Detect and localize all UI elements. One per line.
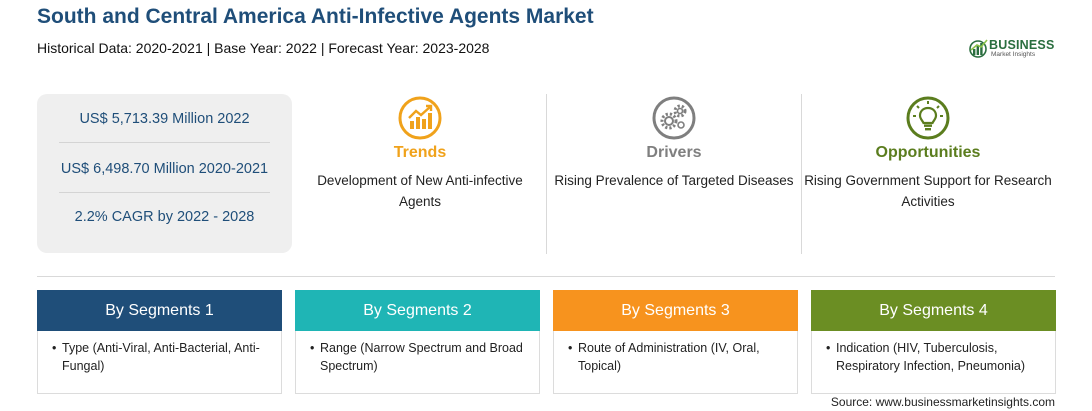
- drivers-text: Rising Prevalence of Targeted Diseases: [554, 173, 794, 188]
- rising-chart-icon: [398, 96, 442, 140]
- column-divider: [546, 94, 547, 254]
- segment-3-item: Route of Administration (IV, Oral, Topic…: [554, 331, 797, 375]
- segment-card-4: By Segments 4 Indication (HIV, Tuberculo…: [811, 290, 1056, 394]
- segment-1-title: By Segments 1: [37, 290, 282, 331]
- stat-market-value-historical: US$ 6,498.70 Million 2020-2021: [60, 161, 269, 177]
- business-market-insights-logo: BUSINESS Market Insights: [968, 36, 1060, 60]
- stat-cagr: 2.2% CAGR by 2022 - 2028: [74, 209, 255, 225]
- column-divider: [801, 94, 802, 254]
- stat-divider: [59, 192, 270, 193]
- stat-market-value-2022: US$ 5,713.39 Million 2022: [79, 111, 250, 127]
- segment-4-title: By Segments 4: [811, 290, 1056, 331]
- gears-icon: [652, 96, 696, 140]
- stat-divider: [59, 142, 270, 143]
- segment-3-title: By Segments 3: [553, 290, 798, 331]
- segment-2-item: Range (Narrow Spectrum and Broad Spectru…: [296, 331, 539, 375]
- market-stats-panel: US$ 5,713.39 Million 2022 US$ 6,498.70 M…: [37, 94, 292, 253]
- trends-column: Trends Development of New Anti-infective…: [295, 94, 545, 212]
- page-subtitle: Historical Data: 2020-2021 | Base Year: …: [37, 40, 490, 56]
- segment-card-1: By Segments 1 Type (Anti-Viral, Anti-Bac…: [37, 290, 282, 394]
- section-divider: [37, 276, 1055, 277]
- drivers-heading: Drivers: [646, 144, 702, 161]
- segment-1-item: Type (Anti-Viral, Anti-Bacterial, Anti-F…: [38, 331, 281, 375]
- trends-text: Development of New Anti-infective Agents: [317, 173, 523, 209]
- trends-heading: Trends: [393, 144, 447, 161]
- logo-globe-icon: [969, 39, 988, 58]
- logo-wordmark: BUSINESS: [989, 38, 1055, 52]
- page-title: South and Central America Anti-Infective…: [37, 5, 594, 28]
- segment-4-item: Indication (HIV, Tuberculosis, Respirato…: [812, 331, 1055, 375]
- opportunities-column: Opportunities Rising Government Support …: [803, 94, 1053, 212]
- segment-2-title: By Segments 2: [295, 290, 540, 331]
- source-credit: Source: www.businessmarketinsights.com: [830, 395, 1055, 409]
- lightbulb-icon: [906, 96, 950, 140]
- opportunities-text: Rising Government Support for Research A…: [804, 173, 1052, 209]
- segment-card-2: By Segments 2 Range (Narrow Spectrum and…: [295, 290, 540, 394]
- segment-card-3: By Segments 3 Route of Administration (I…: [553, 290, 798, 394]
- opportunities-heading: Opportunities: [875, 144, 981, 161]
- logo-tagline: Market Insights: [991, 51, 1036, 58]
- drivers-column: Drivers Rising Prevalence of Targeted Di…: [549, 94, 799, 191]
